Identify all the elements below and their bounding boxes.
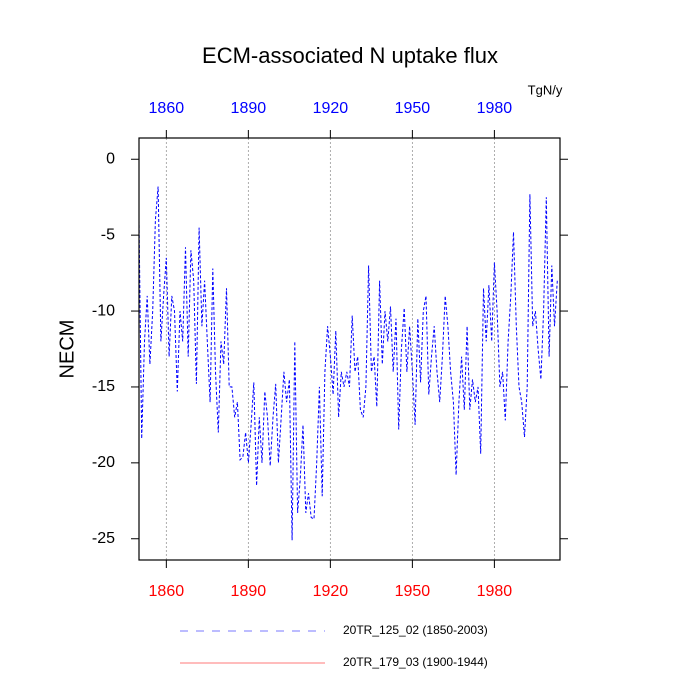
x-tick-label: 1860 [149, 583, 185, 600]
y-tick-label: 0 [106, 150, 115, 167]
data-line [138, 186, 558, 541]
x-tick-label-top: 1860 [149, 100, 185, 117]
y-tick-label: -10 [92, 302, 115, 319]
x-tick-label: 1950 [395, 583, 431, 600]
plot-frame [138, 137, 561, 561]
y-tick-label: -20 [92, 454, 115, 471]
y-tick-label: -5 [101, 226, 115, 243]
y-tick-label: -15 [92, 378, 115, 395]
legend-label: 20TR_179_03 (1900-1944) [343, 655, 488, 669]
x-tick-label: 1920 [313, 583, 349, 600]
legend-label: 20TR_125_02 (1850-2003) [343, 623, 488, 637]
y-tick-label: -25 [92, 530, 115, 547]
x-tick-label: 1890 [231, 583, 267, 600]
y-axis-label: NECM [56, 320, 78, 379]
x-tick-label-top: 1950 [395, 100, 431, 117]
x-tick-label-top: 1980 [477, 100, 513, 117]
x-tick-label: 1980 [477, 583, 513, 600]
chart-title: ECM-associated N uptake flux [202, 43, 498, 68]
x-tick-label-top: 1920 [313, 100, 349, 117]
x-tick-label-top: 1890 [231, 100, 267, 117]
units-label: TgN/y [528, 82, 563, 97]
